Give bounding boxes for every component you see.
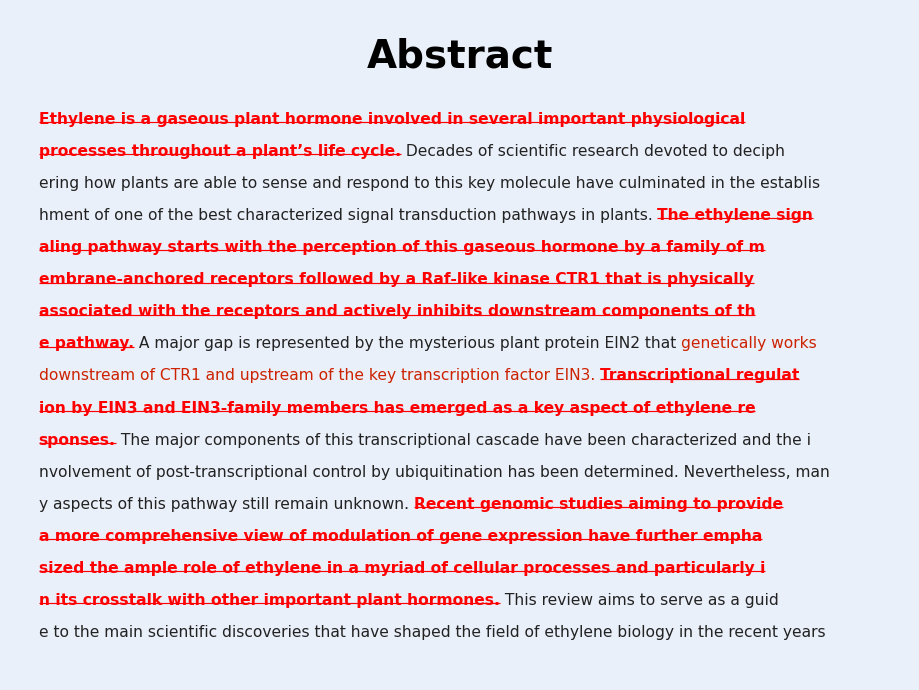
Text: Decades of scientific research devoted to deciph: Decades of scientific research devoted t…: [401, 144, 784, 159]
Text: ering how plants are able to sense and respond to this key molecule have culmina: ering how plants are able to sense and r…: [39, 176, 819, 191]
Text: associated with the receptors and actively inhibits downstream components of th: associated with the receptors and active…: [39, 304, 754, 319]
Text: e to the main scientific discoveries that have shaped the field of ethylene biol: e to the main scientific discoveries tha…: [39, 625, 824, 640]
Text: Abstract: Abstract: [367, 37, 552, 76]
Text: The major components of this transcriptional cascade have been characterized and: The major components of this transcripti…: [116, 433, 810, 448]
Text: nvolvement of post-transcriptional control by ubiquitination has been determined: nvolvement of post-transcriptional contr…: [39, 464, 829, 480]
Text: ion by EIN3 and EIN3-family members has emerged as a key aspect of ethylene re: ion by EIN3 and EIN3-family members has …: [39, 400, 754, 415]
Text: downstream of CTR1 and upstream of the key transcription factor EIN3.: downstream of CTR1 and upstream of the k…: [39, 368, 599, 384]
Text: genetically works: genetically works: [680, 336, 816, 351]
Text: n its crosstalk with other important plant hormones.: n its crosstalk with other important pla…: [39, 593, 499, 608]
Text: a more comprehensive view of modulation of gene expression have further empha: a more comprehensive view of modulation …: [39, 529, 761, 544]
Text: The ethylene sign: The ethylene sign: [656, 208, 812, 223]
Text: This review aims to serve as a guid: This review aims to serve as a guid: [499, 593, 777, 608]
Text: aling pathway starts with the perception of this gaseous hormone by a family of : aling pathway starts with the perception…: [39, 240, 764, 255]
Text: sized the ample role of ethylene in a myriad of cellular processes and particula: sized the ample role of ethylene in a my…: [39, 561, 765, 576]
Text: e pathway.: e pathway.: [39, 336, 133, 351]
Text: Ethylene is a gaseous plant hormone involved in several important physiological: Ethylene is a gaseous plant hormone invo…: [39, 112, 744, 127]
Text: y aspects of this pathway still remain unknown.: y aspects of this pathway still remain u…: [39, 497, 413, 512]
Text: processes throughout a plant’s life cycle.: processes throughout a plant’s life cycl…: [39, 144, 401, 159]
Text: hment of one of the best characterized signal transduction pathways in plants.: hment of one of the best characterized s…: [39, 208, 656, 223]
Text: sponses.: sponses.: [39, 433, 116, 448]
Text: Transcriptional regulat: Transcriptional regulat: [599, 368, 799, 384]
Text: A major gap is represented by the mysterious plant protein EIN2 that: A major gap is represented by the myster…: [133, 336, 680, 351]
Text: embrane-anchored receptors followed by a Raf-like kinase CTR1 that is physically: embrane-anchored receptors followed by a…: [39, 272, 753, 287]
Text: Recent genomic studies aiming to provide: Recent genomic studies aiming to provide: [413, 497, 782, 512]
